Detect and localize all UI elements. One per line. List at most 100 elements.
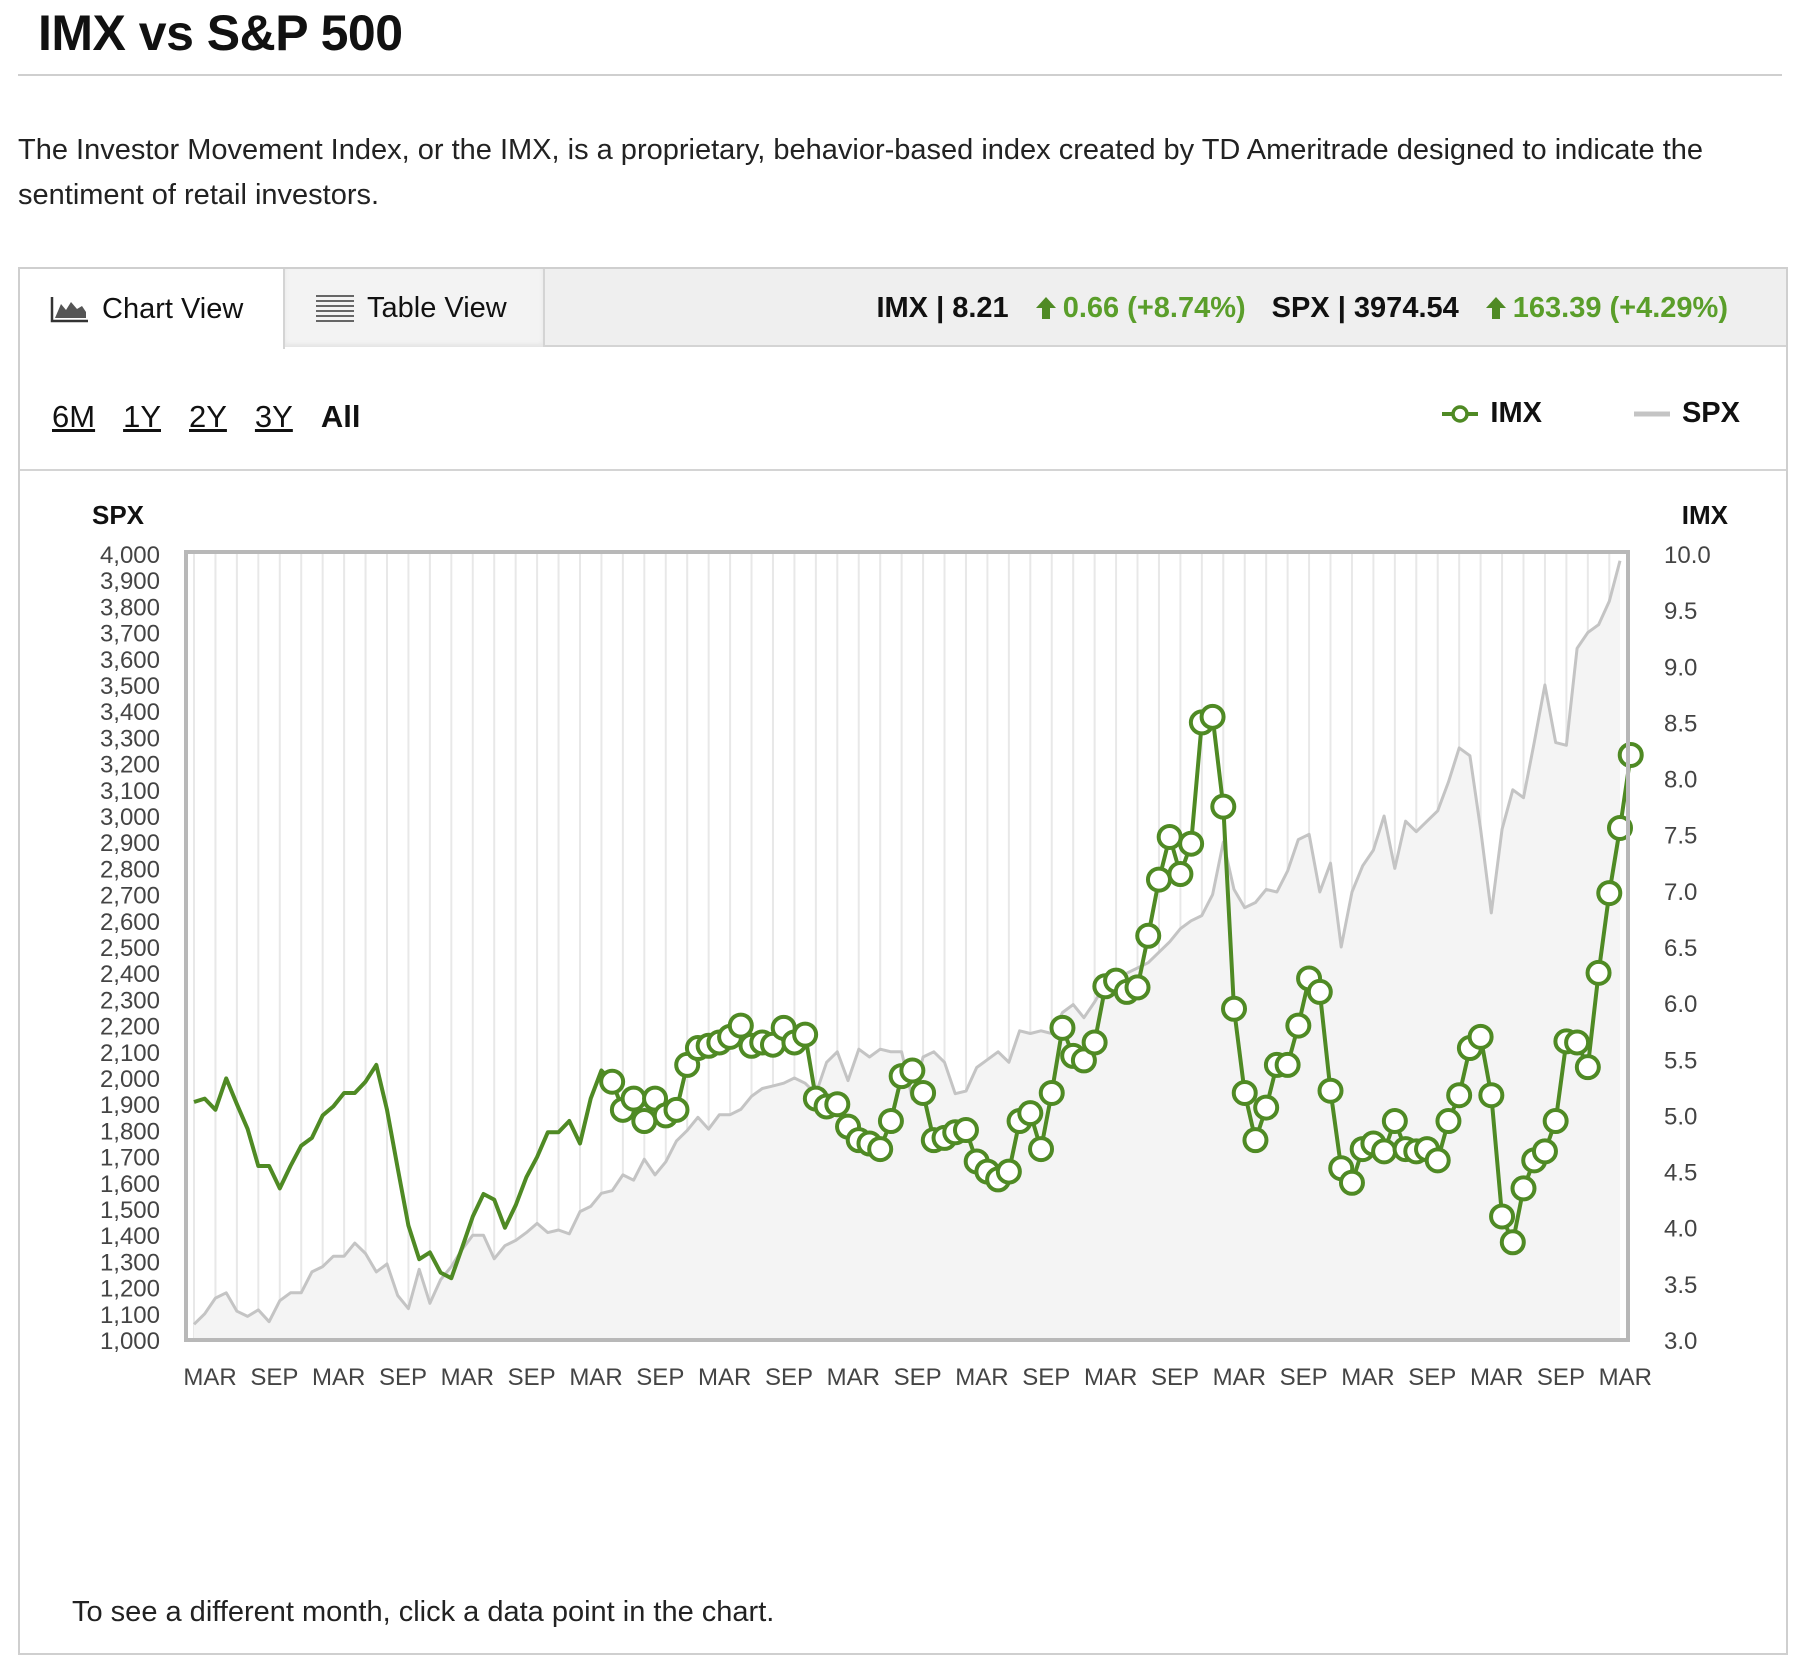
imx-point[interactable] <box>1306 978 1333 1005</box>
x-tick-label: MAR <box>955 1364 1008 1391</box>
imx-point[interactable] <box>1574 1054 1601 1081</box>
left-tick-label: 4,000 <box>100 542 160 569</box>
x-tick-label: SEP <box>1408 1364 1456 1391</box>
imx-point[interactable] <box>1499 1229 1526 1256</box>
imx-point[interactable] <box>599 1068 626 1095</box>
x-tick-label: SEP <box>894 1364 942 1391</box>
right-tick-label: 9.5 <box>1664 598 1697 625</box>
legend-imx-label: IMX <box>1490 397 1542 429</box>
legend-imx[interactable]: IMX <box>1440 397 1542 430</box>
x-tick-label: MAR <box>1084 1364 1137 1391</box>
tab-table-view[interactable]: Table View <box>285 269 545 347</box>
imx-point[interactable] <box>1210 793 1237 820</box>
tab-chart-view-label: Chart View <box>102 292 244 325</box>
imx-point[interactable] <box>899 1057 926 1084</box>
imx-point[interactable] <box>631 1108 658 1135</box>
left-tick-label: 1,400 <box>100 1223 160 1250</box>
imx-point[interactable] <box>1542 1108 1569 1135</box>
imx-point[interactable] <box>824 1091 851 1118</box>
imx-point[interactable] <box>1274 1051 1301 1078</box>
imx-point[interactable] <box>952 1117 979 1144</box>
imx-point[interactable] <box>1221 995 1248 1022</box>
imx-point[interactable] <box>1424 1147 1451 1174</box>
right-tick-label: 5.5 <box>1664 1047 1697 1074</box>
imx-point[interactable] <box>1510 1175 1537 1202</box>
left-axis-title: SPX <box>92 500 145 530</box>
right-tick-label: 3.5 <box>1664 1272 1697 1299</box>
imx-point[interactable] <box>877 1108 904 1135</box>
imx-series <box>193 703 1644 1281</box>
imx-point[interactable] <box>1467 1023 1494 1050</box>
page-description: The Investor Movement Index, or the IMX,… <box>18 134 1704 211</box>
imx-point[interactable] <box>1242 1127 1269 1154</box>
imx-point[interactable] <box>1489 1203 1516 1230</box>
imx-point[interactable] <box>1178 830 1205 857</box>
imx-point[interactable] <box>1338 1169 1365 1196</box>
right-tick-label: 6.0 <box>1664 991 1697 1018</box>
left-tick-label: 3,800 <box>100 594 160 621</box>
range-3y[interactable]: 3Y <box>254 399 293 434</box>
left-tick-label: 2,700 <box>100 883 160 910</box>
range-2y[interactable]: 2Y <box>189 399 227 434</box>
spx-change: 163.39 (+4.29%) <box>1512 291 1728 324</box>
x-tick-label: SEP <box>1280 1364 1328 1391</box>
imx-point[interactable] <box>1028 1136 1055 1163</box>
right-tick-label: 5.0 <box>1664 1103 1697 1130</box>
imx-point[interactable] <box>727 1012 754 1039</box>
imx-point[interactable] <box>1478 1082 1505 1109</box>
x-tick-label: MAR <box>698 1364 751 1391</box>
imx-point[interactable] <box>1435 1108 1462 1135</box>
imx-point[interactable] <box>995 1158 1022 1185</box>
imx-point[interactable] <box>792 1021 819 1048</box>
x-tick-label: MAR <box>441 1364 494 1391</box>
imx-point[interactable] <box>1285 1012 1312 1039</box>
chart-panel: Chart View Table View IMX | 8.21 0.66 (+… <box>18 267 1788 1655</box>
legend-spx[interactable]: SPX <box>1632 397 1740 430</box>
imx-point[interactable] <box>1049 1014 1076 1041</box>
imx-point[interactable] <box>1607 814 1633 841</box>
legend-spx-label: SPX <box>1681 397 1740 429</box>
range-6m[interactable]: 6M <box>52 399 96 434</box>
imx-point[interactable] <box>1156 823 1183 850</box>
imx-point[interactable] <box>663 1096 690 1123</box>
left-tick-label: 1,900 <box>100 1092 160 1119</box>
imx-point[interactable] <box>867 1136 894 1163</box>
imx-point[interactable] <box>1585 959 1612 986</box>
imx-point[interactable] <box>1381 1108 1408 1135</box>
x-tick-label: SEP <box>1151 1364 1199 1391</box>
imx-point[interactable] <box>620 1085 647 1112</box>
imx-spx-chart: SPX IMX 1,0001,1001,2001,3001,4001,5001,… <box>92 500 1729 1391</box>
x-axis-ticks: MAR SEP MAR SEP MAR SEP MAR SEP MAR SEP MAR SEP MAR S… <box>183 1364 1652 1391</box>
imx-point[interactable] <box>1317 1077 1344 1104</box>
x-tick-label: MAR <box>827 1364 880 1391</box>
spx-quote: SPX | 3974.54 <box>1271 291 1459 324</box>
tab-chart-view[interactable]: Chart View <box>20 269 285 349</box>
imx-point[interactable] <box>1017 1100 1044 1127</box>
x-tick-label: MAR <box>1599 1364 1652 1391</box>
range-all[interactable]: All <box>320 399 361 434</box>
imx-point[interactable] <box>1038 1079 1065 1106</box>
left-tick-label: 3,300 <box>100 725 160 752</box>
imx-point[interactable] <box>1596 880 1623 907</box>
imx-point[interactable] <box>1617 741 1644 768</box>
imx-point[interactable] <box>910 1079 937 1106</box>
imx-point[interactable] <box>1145 866 1172 893</box>
imx-point[interactable] <box>1231 1079 1258 1106</box>
left-tick-label: 2,400 <box>100 961 160 988</box>
imx-point[interactable] <box>1167 861 1194 888</box>
imx-point[interactable] <box>1124 974 1151 1001</box>
imx-point[interactable] <box>1081 1029 1108 1056</box>
left-tick-label: 1,300 <box>100 1249 160 1276</box>
imx-point[interactable] <box>1531 1138 1558 1165</box>
range-1y[interactable]: 1Y <box>123 399 161 434</box>
imx-point[interactable] <box>1253 1094 1280 1121</box>
imx-point[interactable] <box>1199 703 1226 730</box>
spx-legend-line-icon <box>1633 411 1670 416</box>
imx-point[interactable] <box>1446 1082 1473 1109</box>
range-selector: 6M 1Y 2Y 3Y All <box>52 399 388 435</box>
imx-point[interactable] <box>1371 1138 1398 1165</box>
imx-point[interactable] <box>1135 922 1162 949</box>
imx-point[interactable] <box>1564 1029 1591 1056</box>
right-axis-ticks: 3.0 3.5 4.0 4.5 5.0 5.5 6.0 6.5 7.0 7.5 8.0 8.5 9.0 9… <box>1664 542 1711 1355</box>
left-tick-label: 2,600 <box>100 909 160 936</box>
